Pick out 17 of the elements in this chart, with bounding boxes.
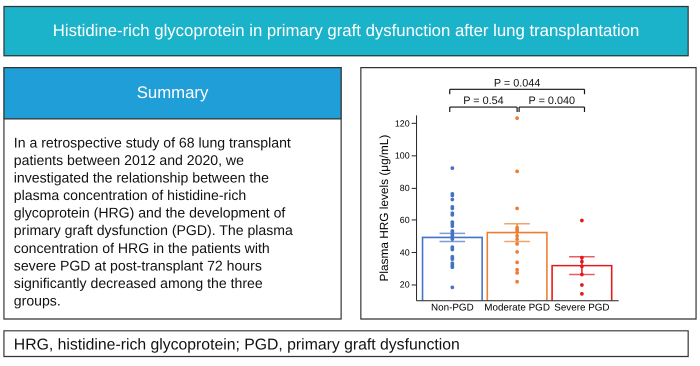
y-tick-label: 20 [400,280,410,290]
text: P = 0.044 [494,77,540,90]
y-tick-label: 40 [400,247,410,258]
text: Histidine-rich glycoprotein in primary graft dysfunction after lung transplantation [52,21,640,40]
y-tick-label: 80 [400,182,410,193]
text: HRG, histidine-rich glycoprotein; PGD, primary graft dysfunction [14,336,460,354]
y-tick-label: 100 [394,150,410,161]
y-tick-label: 60 [400,215,410,226]
x-tick-label: Non-PGD [430,302,474,314]
y-tick-label: 120 [394,118,410,128]
y-axis-title: Plasma HRG levels (μg/mL) [376,134,391,282]
text: P = 0.54 [463,95,504,108]
x-tick-label: Moderate PGD [484,302,550,314]
text: P = 0.040 [528,95,576,108]
text: In a retrospective study of 68 lung transplant patients between 2012 and 2020, we investigated the relationship between the plasma concentration of histidine-rich glycoprotein (HRG) and the development of primary graft dysfunction (PGD). The plasma concentration of HRG in the patients with severe PGD at post-transplant 72 hours significantly decreased among the three groups. [14,134,293,308]
text: Summary [136,83,209,102]
x-tick-label: Severe PGD [554,302,610,314]
